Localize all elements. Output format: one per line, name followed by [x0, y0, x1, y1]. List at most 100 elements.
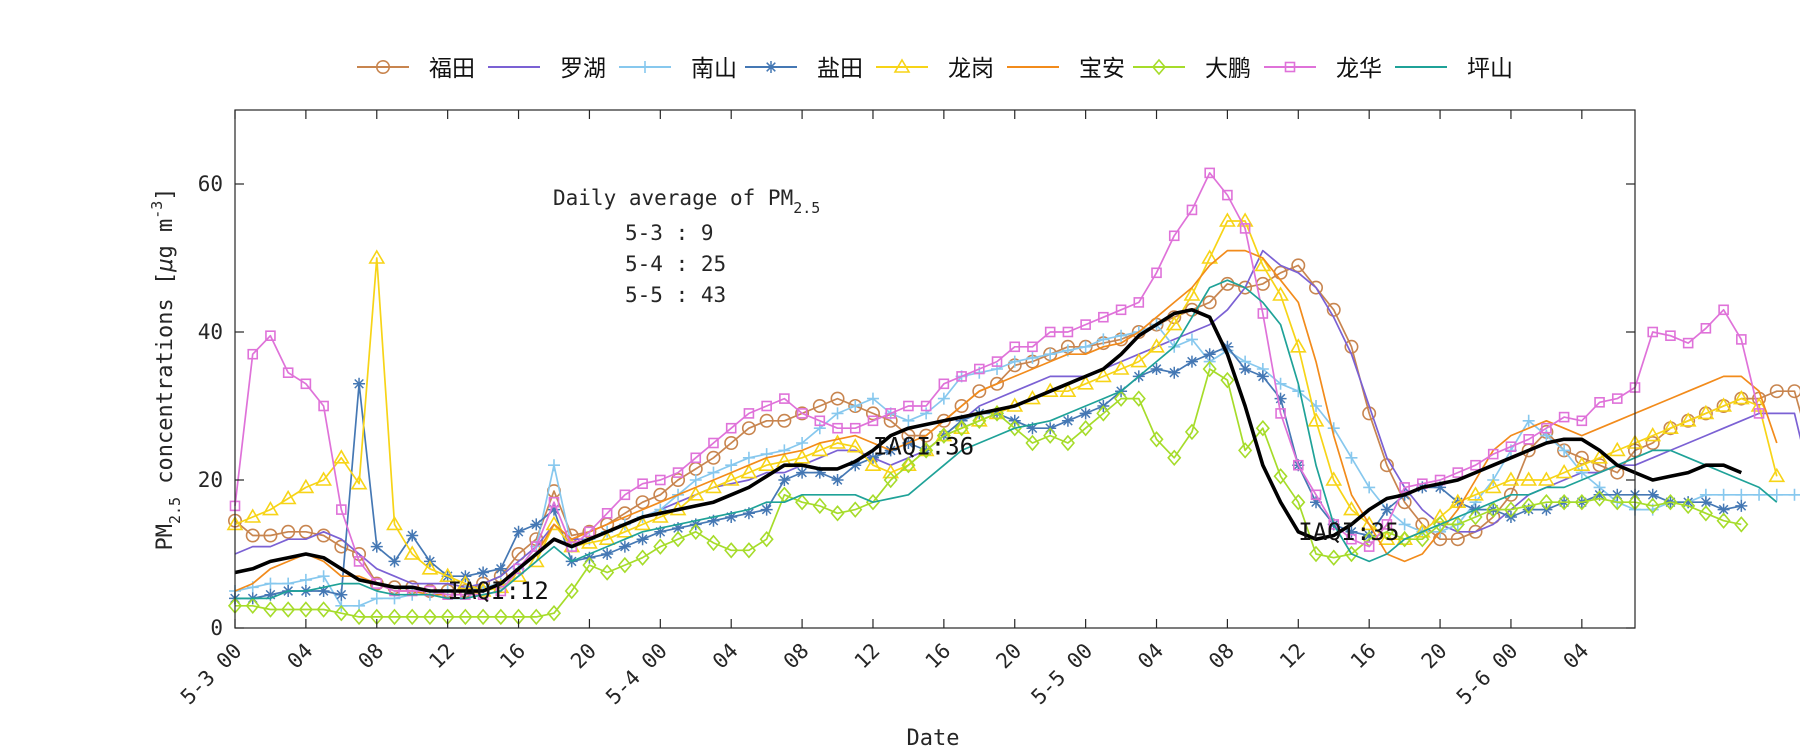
x-tick-label: 08 [1204, 639, 1239, 674]
data-point [1682, 337, 1694, 349]
data-point [1470, 459, 1481, 471]
data-point [1203, 348, 1216, 361]
data-point [1044, 348, 1057, 361]
data-point [1541, 422, 1552, 434]
plot-frame [234, 109, 1636, 629]
data-point [1201, 249, 1219, 264]
data-point [1699, 496, 1712, 509]
data-point [545, 515, 563, 531]
data-point [813, 466, 826, 479]
data-point [938, 378, 950, 390]
data-point [917, 441, 935, 457]
data-point [1540, 429, 1553, 442]
data-point [1219, 212, 1236, 227]
series-line [234, 249, 1800, 589]
data-point [1344, 545, 1359, 563]
data-point [388, 555, 401, 568]
legend-marker [1284, 61, 1296, 73]
data-point [370, 540, 383, 553]
data-point [370, 592, 383, 605]
data-point [761, 400, 772, 412]
annotation-line-1: 5-3 : 9 [625, 221, 714, 245]
data-point [1221, 340, 1234, 353]
data-point [1238, 280, 1253, 295]
x-tick-label: 04 [1133, 639, 1168, 674]
data-point [796, 466, 809, 479]
data-point [849, 422, 861, 434]
data-point [439, 567, 457, 582]
data-point [742, 451, 755, 464]
x-axis-label: Date [907, 726, 960, 750]
data-point [653, 487, 668, 502]
data-point [793, 449, 811, 464]
data-point [1644, 427, 1662, 442]
data-point [954, 419, 969, 437]
data-point [1594, 396, 1605, 408]
data-point [315, 471, 333, 486]
data-point [1043, 427, 1058, 444]
annotation-layer: Daily average of PM2.5 5-3 : 9 5-4 : 25 … [553, 186, 820, 307]
data-point [1700, 322, 1712, 334]
data-point [1325, 471, 1343, 486]
x-tick-label: 08 [353, 639, 388, 674]
data-point [1363, 529, 1376, 542]
series-line [234, 323, 1800, 607]
data-point [1220, 276, 1235, 291]
data-point [1715, 397, 1733, 412]
data-point [1753, 408, 1765, 419]
data-point [1573, 456, 1591, 471]
data-point [1079, 340, 1092, 353]
data-point [849, 459, 862, 472]
data-point [974, 363, 985, 375]
data-point [741, 421, 756, 436]
data-point [796, 437, 809, 449]
data-point [264, 588, 277, 601]
data-point [988, 404, 1006, 420]
data-point [1732, 390, 1750, 405]
data-point [297, 478, 315, 494]
data-point [1592, 490, 1607, 507]
data-point [598, 530, 616, 545]
data-point [1148, 338, 1165, 353]
x-tick-label: 04 [708, 639, 743, 674]
data-point [1114, 390, 1129, 407]
legend-label: 罗湖 [560, 56, 606, 82]
data-point [653, 538, 668, 555]
legend-item: 宝安 [1007, 56, 1125, 82]
data-point [1468, 508, 1483, 526]
data-point [1645, 435, 1660, 450]
data-point [582, 556, 597, 574]
data-point [1380, 503, 1393, 516]
series-坪山 [235, 279, 1778, 600]
data-point [300, 378, 312, 390]
data-point [1662, 419, 1679, 434]
legend-item: 盐田 [745, 56, 863, 82]
data-point [1537, 471, 1555, 486]
data-point [707, 466, 720, 479]
data-point [332, 449, 350, 464]
data-point [281, 601, 296, 618]
data-point [1434, 481, 1447, 494]
data-point [1167, 449, 1182, 467]
data-point [1307, 412, 1325, 427]
x-tick-label: 5-4 00 [601, 639, 672, 710]
data-point [547, 503, 560, 516]
data-point [1077, 375, 1095, 390]
data-point [1098, 311, 1109, 323]
data-point [1558, 444, 1571, 457]
data-point [1574, 450, 1589, 465]
data-point [511, 546, 526, 561]
x-tick-label: 5-5 00 [1027, 639, 1098, 710]
data-point [743, 408, 755, 419]
data-point [866, 392, 879, 405]
data-point [247, 348, 259, 360]
data-point [1398, 518, 1411, 531]
data-point [1592, 458, 1607, 473]
data-point [831, 474, 844, 486]
data-point [779, 393, 790, 404]
x-tick-label: 12 [1275, 639, 1310, 674]
data-point [1060, 434, 1075, 452]
data-point [900, 456, 917, 471]
data-point [1151, 267, 1162, 279]
